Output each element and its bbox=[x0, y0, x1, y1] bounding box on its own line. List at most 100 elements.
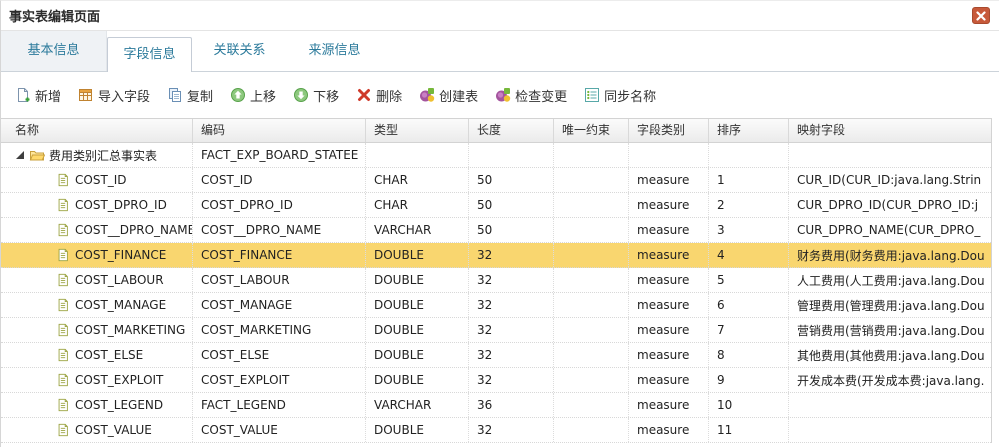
column-header-mapping[interactable]: 映射字段 bbox=[797, 123, 846, 137]
create-table-icon bbox=[419, 87, 435, 103]
table-row[interactable]: COST_VALUE COST_VALUE DOUBLE 32 measure 11 bbox=[1, 418, 991, 443]
cell-type: VARCHAR bbox=[366, 218, 469, 242]
sync-names-button-label: 同步名称 bbox=[604, 89, 657, 105]
cell-name: COST_EXPLOIT bbox=[1, 368, 193, 392]
cell-order bbox=[709, 143, 789, 167]
tab-source-info[interactable]: 来源信息 bbox=[308, 43, 361, 58]
cell-unique bbox=[554, 393, 629, 417]
add-button[interactable]: 新增 bbox=[15, 86, 61, 105]
column-header-type[interactable]: 类型 bbox=[366, 119, 469, 142]
document-icon bbox=[56, 373, 70, 387]
cell-name: COST_ID bbox=[1, 168, 193, 192]
cell-order: 4 bbox=[709, 243, 789, 267]
cell-unique bbox=[554, 218, 629, 242]
cell-length bbox=[469, 143, 554, 167]
cell-mapping: 人工费用(人工费用:java.lang.Dou bbox=[797, 273, 985, 288]
field-name-label: COST_MANAGE bbox=[75, 298, 167, 312]
cell-unique bbox=[554, 418, 629, 442]
cell-order: 1 bbox=[709, 168, 789, 192]
tab-field-info[interactable]: 字段信息 bbox=[107, 37, 192, 72]
table-row[interactable]: COST_LABOUR COST_LABOUR DOUBLE 32 measure 5 人工… bbox=[1, 268, 991, 293]
tab-relations[interactable]: 关联关系 bbox=[213, 43, 266, 58]
cell-order: 7 bbox=[709, 318, 789, 342]
cell-unique bbox=[554, 343, 629, 367]
cell-category: measure bbox=[629, 293, 709, 317]
cell-type: DOUBLE bbox=[366, 343, 469, 367]
copy-button-label: 复制 bbox=[187, 89, 214, 105]
column-header-unique[interactable]: 唯一约束 bbox=[554, 119, 629, 142]
sync-names-button[interactable]: 同步名称 bbox=[584, 86, 656, 105]
table-row[interactable]: COST_MARKETING COST_MARKETING DOUBLE 32 meas… bbox=[1, 318, 991, 343]
cell-mapping: 其他费用(其他费用:java.lang.Dou bbox=[797, 348, 985, 363]
column-header-category[interactable]: 字段类别 bbox=[629, 119, 709, 142]
column-header-name[interactable]: 名称 bbox=[1, 119, 193, 142]
cell-unique bbox=[554, 268, 629, 292]
table-row[interactable]: COST_LEGEND FACT_LEGEND VARCHAR 36 measure 10 bbox=[1, 393, 991, 418]
document-icon bbox=[56, 248, 70, 262]
table-row[interactable]: COST_MANAGE COST_MANAGE DOUBLE 32 measure 6 管理… bbox=[1, 293, 991, 318]
titlebar: 事实表编辑页面 bbox=[1, 1, 999, 31]
check-changes-button[interactable]: 检查变更 bbox=[495, 86, 567, 105]
delete-button[interactable]: 删除 bbox=[356, 86, 402, 105]
move-up-button[interactable]: 上移 bbox=[230, 86, 276, 105]
move-up-button-label: 上移 bbox=[250, 89, 277, 105]
cell-length: 32 bbox=[469, 243, 554, 267]
cell-order: 8 bbox=[709, 343, 789, 367]
cell-order: 11 bbox=[709, 418, 789, 442]
cell-code: COST_EXPLOIT bbox=[193, 368, 366, 392]
column-header-order[interactable]: 排序 bbox=[709, 119, 789, 142]
cell-order: 2 bbox=[709, 193, 789, 217]
cell-name: COST_VALUE bbox=[1, 418, 193, 442]
cell-unique bbox=[554, 368, 629, 392]
table-row[interactable]: COST_EXPLOIT COST_EXPLOIT DOUBLE 32 measure 9… bbox=[1, 368, 991, 393]
tab-basic-info[interactable]: 基本信息 bbox=[1, 31, 107, 71]
create-table-button[interactable]: 创建表 bbox=[419, 86, 478, 105]
field-name-label: COST_VALUE bbox=[75, 423, 152, 437]
cell-category: measure bbox=[629, 268, 709, 292]
cell-length: 50 bbox=[469, 168, 554, 192]
cell-type: CHAR bbox=[366, 168, 469, 192]
folder-open-icon bbox=[29, 147, 45, 163]
import-fields-button[interactable]: 导入字段 bbox=[78, 86, 150, 105]
cell-code: COST_FINANCE bbox=[193, 243, 366, 267]
table-row[interactable]: COST_ID COST_ID CHAR 50 measure 1 CUR_ID(CUR_I… bbox=[1, 168, 991, 193]
cell-length: 32 bbox=[469, 268, 554, 292]
cell-code: COST_ELSE bbox=[193, 343, 366, 367]
cell-category bbox=[629, 143, 709, 167]
import-table-icon bbox=[78, 87, 94, 103]
cell-type: CHAR bbox=[366, 193, 469, 217]
cell-order: 5 bbox=[709, 268, 789, 292]
close-button[interactable] bbox=[972, 7, 990, 24]
move-down-button[interactable]: 下移 bbox=[293, 86, 339, 105]
cell-category: measure bbox=[629, 193, 709, 217]
table-row[interactable]: COST__DPRO_NAME COST__DPRO_NAME VARCHAR 50 m… bbox=[1, 218, 991, 243]
cell-unique bbox=[554, 318, 629, 342]
cell-name: COST_MANAGE bbox=[1, 293, 193, 317]
delete-x-icon bbox=[356, 87, 372, 103]
cell-type: DOUBLE bbox=[366, 418, 469, 442]
table-row[interactable]: COST_ELSE COST_ELSE DOUBLE 32 measure 8 其他费用(其… bbox=[1, 343, 991, 368]
copy-button[interactable]: 复制 bbox=[167, 86, 213, 105]
cell-category: measure bbox=[629, 218, 709, 242]
cell-name: COST_LABOUR bbox=[1, 268, 193, 292]
cell-name: COST_ELSE bbox=[1, 343, 193, 367]
cell-name: 费用类别汇总事实表 bbox=[1, 143, 193, 167]
create-table-button-label: 创建表 bbox=[439, 89, 479, 105]
column-header-length[interactable]: 长度 bbox=[469, 119, 554, 142]
cell-type: VARCHAR bbox=[366, 393, 469, 417]
cell-mapping: CUR_ID(CUR_ID:java.lang.Strin bbox=[797, 173, 982, 187]
cell-category: measure bbox=[629, 243, 709, 267]
table-row[interactable]: COST_DPRO_ID COST_DPRO_ID CHAR 50 measure 2 CU… bbox=[1, 193, 991, 218]
column-header-code[interactable]: 编码 bbox=[193, 119, 366, 142]
cell-code: COST_MANAGE bbox=[193, 293, 366, 317]
table-row-folder[interactable]: 费用类别汇总事实表 FACT_EXP_BOARD_STATEE bbox=[1, 143, 991, 168]
cell-name: COST_LEGEND bbox=[1, 393, 193, 417]
toolbar: 新增 导入字段 复制 上移 下移 删除 创建表 检查变更 同步名称 bbox=[1, 72, 999, 118]
cell-category: measure bbox=[629, 393, 709, 417]
table-row[interactable]: COST_FINANCE COST_FINANCE DOUBLE 32 measure 4… bbox=[1, 243, 991, 268]
cell-length: 32 bbox=[469, 318, 554, 342]
document-icon bbox=[56, 223, 70, 237]
cell-type: DOUBLE bbox=[366, 293, 469, 317]
cell-mapping: CUR_DPRO_NAME(CUR_DPRO_ bbox=[797, 223, 981, 237]
field-name-label: COST_EXPLOIT bbox=[75, 373, 164, 387]
